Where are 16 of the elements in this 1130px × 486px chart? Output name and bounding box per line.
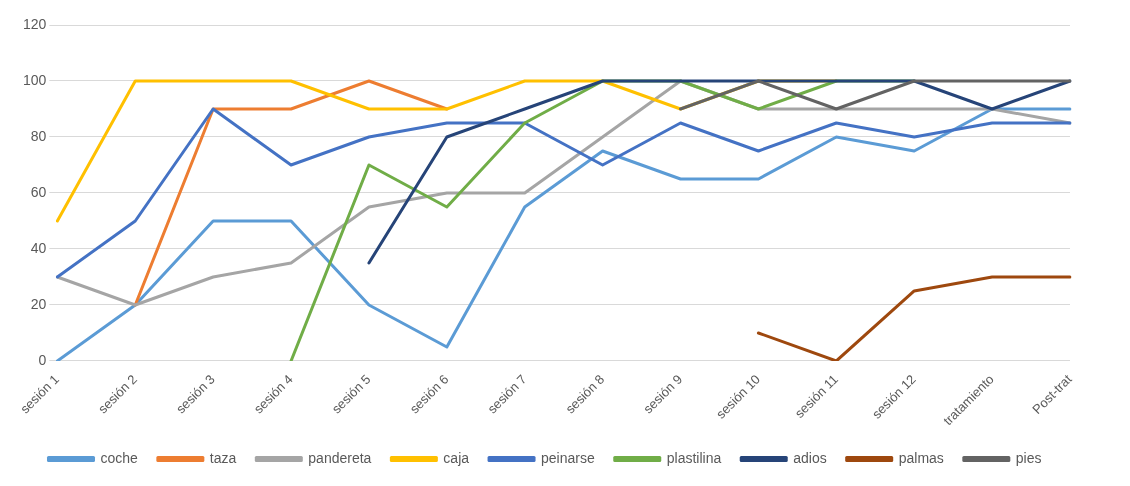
y-tick-label: 0 [38,351,47,368]
y-tick-label: 20 [30,295,47,312]
y-tick-label: 80 [30,127,47,144]
legend-label: pies [1015,449,1042,466]
legend-label: plastilina [666,449,722,466]
legend-label: coche [100,449,139,466]
y-tick-label: 100 [23,71,47,88]
legend-label: taza [209,449,237,466]
y-tick-label: 40 [30,239,47,256]
legend-label: peinarse [541,449,595,466]
legend-label: pandereta [308,449,372,466]
legend-label: palmas [898,449,944,466]
legend-label: adios [793,449,827,466]
legend-label: caja [443,449,470,466]
y-tick-label: 60 [30,183,47,200]
y-tick-label: 120 [23,15,47,32]
